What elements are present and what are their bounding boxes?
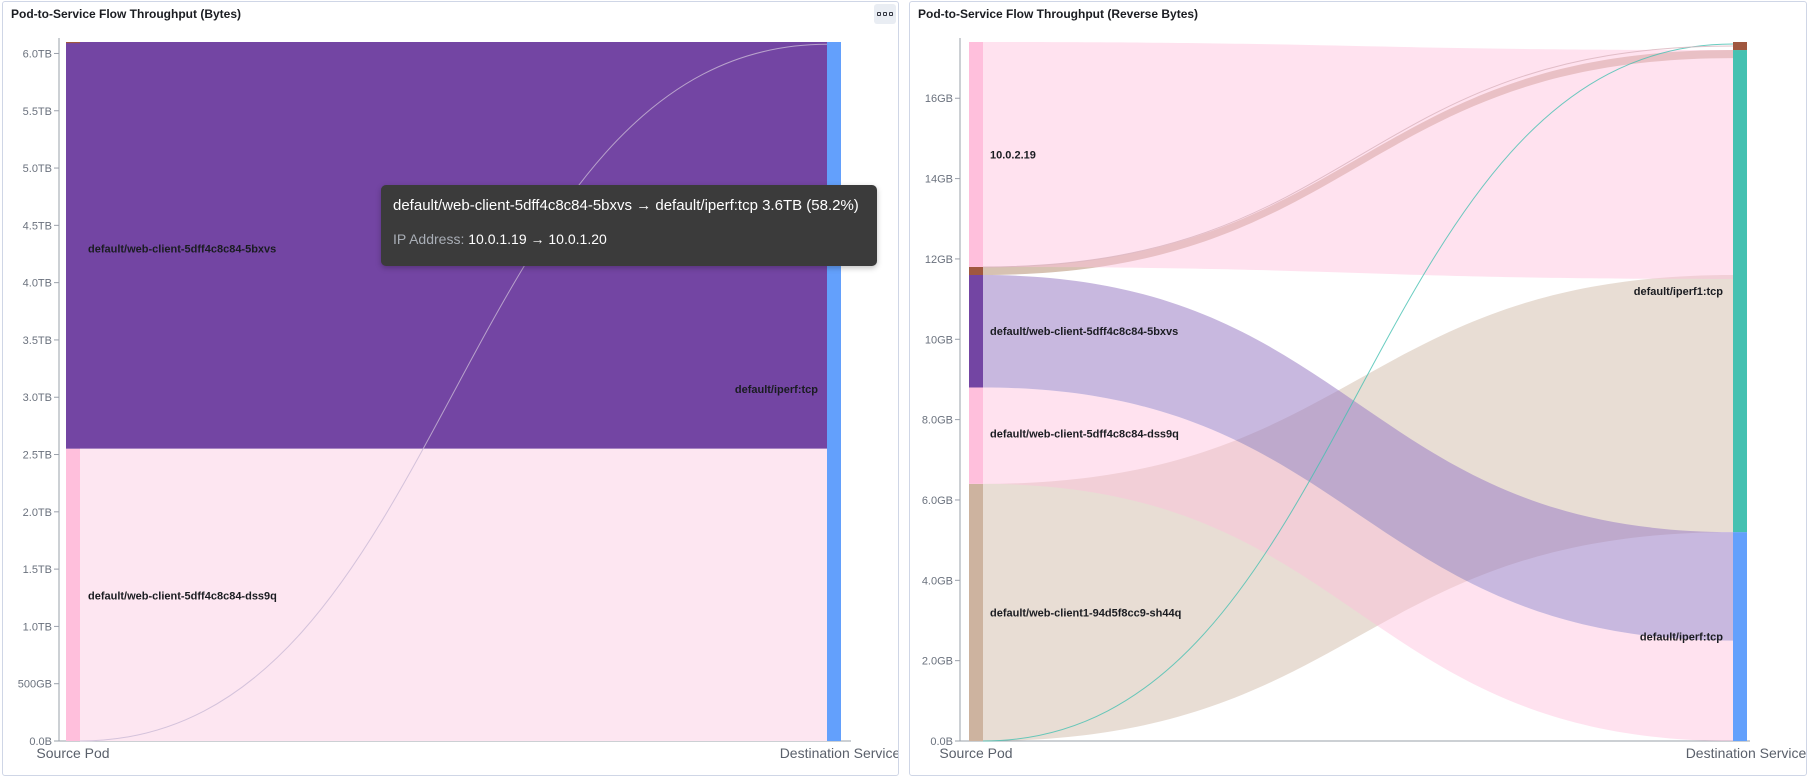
- y-tick-label: 4.5TB: [23, 220, 52, 232]
- sankey-node: [1733, 42, 1747, 51]
- thin-flow-line: [79, 43, 828, 742]
- y-tick-label: 3.5TB: [23, 335, 52, 347]
- y-tick-label: 500GB: [18, 679, 52, 691]
- node-label: default/iperf1:tcp: [1634, 286, 1724, 298]
- y-tick-label: 10GB: [925, 334, 953, 346]
- y-tick-label: 2.0GB: [922, 656, 953, 668]
- node-label: default/web-client1-94d5f8cc9-sh44q: [990, 607, 1181, 619]
- sankey-chart-bytes: 0.0B 500GB 1.0TB 1.5TB 2.0TB 2.5TB 3.0TB 3.5TB 4…: [18, 38, 898, 761]
- y-tick-label: 3.0TB: [23, 392, 52, 404]
- y-tick-label: 5.5TB: [23, 106, 52, 118]
- panel-left: Pod-to-Service Flow Throughput (Bytes) 0…: [2, 1, 899, 776]
- dot-icon: [889, 12, 893, 16]
- y-tick-label: 16GB: [925, 93, 953, 105]
- flow-ribbon: [80, 448, 827, 741]
- node-label: default/web-client-5dff4c8c84-dss9q: [990, 429, 1179, 441]
- y-tick-label: 8.0GB: [922, 415, 953, 427]
- flow-ribbon: [983, 387, 1733, 741]
- node-label: default/web-client-5dff4c8c84-dss9q: [88, 590, 277, 602]
- x-axis-label-source: Source Pod: [36, 745, 109, 761]
- flow-tooltip: default/web-client-5dff4c8c84-5bxvs → de…: [381, 185, 877, 266]
- y-tick-label: 2.5TB: [23, 450, 52, 462]
- sankey-node: [827, 42, 841, 741]
- y-tick-label: 1.5TB: [23, 564, 52, 576]
- sankey-node: [969, 387, 983, 484]
- node-label: default/iperf:tcp: [735, 384, 818, 396]
- y-tick-label: 2.0TB: [23, 507, 52, 519]
- sankey-node: [66, 42, 80, 449]
- sankey-node: [969, 42, 983, 267]
- y-tick-label: 14GB: [925, 174, 953, 186]
- flow-ribbon: [983, 42, 1733, 280]
- y-tick-label: 1.0TB: [23, 621, 52, 633]
- panel-title: Pod-to-Service Flow Throughput (Bytes): [11, 7, 241, 21]
- thin-flow-line: [982, 43, 1734, 742]
- y-tick-label: 12GB: [925, 254, 953, 266]
- node-label: default/web-client-5dff4c8c84-5bxvs: [990, 326, 1178, 338]
- y-tick-label: 6.0TB: [23, 48, 52, 60]
- sankey-node: [1733, 532, 1747, 741]
- y-tick-label: 4.0GB: [922, 575, 953, 587]
- tooltip-ip-value: 10.0.1.19 → 10.0.1.20: [468, 231, 607, 247]
- node-label: default/iperf:tcp: [1640, 632, 1723, 644]
- node-label: default/web-client-5dff4c8c84-5bxvs: [88, 243, 276, 255]
- flow-ribbon: [983, 275, 1733, 641]
- x-axis-label-destination: Destination Service: [780, 745, 898, 761]
- node-label: 10.0.2.19: [990, 149, 1036, 161]
- sankey-node: [66, 448, 80, 741]
- tooltip-ip-row: IP Address: 10.0.1.19 → 10.0.1.20: [393, 231, 865, 247]
- y-tick-label: 5.0TB: [23, 163, 52, 175]
- tooltip-ip-key: IP Address:: [393, 231, 465, 247]
- panel-options-button[interactable]: [874, 4, 896, 24]
- sankey-chart-reverse-bytes: 0.0B 2.0GB 4.0GB 6.0GB 8.0GB 10GB 12GB 14GB 16GB…: [922, 38, 1806, 761]
- sankey-node: [969, 275, 983, 388]
- panel-title: Pod-to-Service Flow Throughput (Reverse …: [918, 7, 1199, 21]
- sankey-node: [1733, 50, 1747, 533]
- x-axis-label-source: Source Pod: [939, 745, 1012, 761]
- flow-ribbon: [983, 50, 1733, 275]
- sankey-node: [969, 483, 983, 741]
- y-tick-label: 0.0B: [930, 736, 953, 748]
- y-tick-label: 0.0B: [29, 736, 52, 748]
- thin-flow-line: [982, 45, 1734, 268]
- sankey-node: [66, 42, 80, 44]
- sankey-node: [969, 266, 983, 275]
- y-tick-label: 4.0TB: [23, 278, 52, 290]
- x-axis-label-destination: Destination Service: [1686, 745, 1806, 761]
- dot-icon: [877, 12, 881, 16]
- y-tick-label: 6.0GB: [922, 495, 953, 507]
- panel-right: Pod-to-Service Flow Throughput (Reverse …: [909, 1, 1807, 776]
- dot-icon: [883, 12, 887, 16]
- tooltip-flow-text: default/web-client-5dff4c8c84-5bxvs → de…: [393, 197, 859, 214]
